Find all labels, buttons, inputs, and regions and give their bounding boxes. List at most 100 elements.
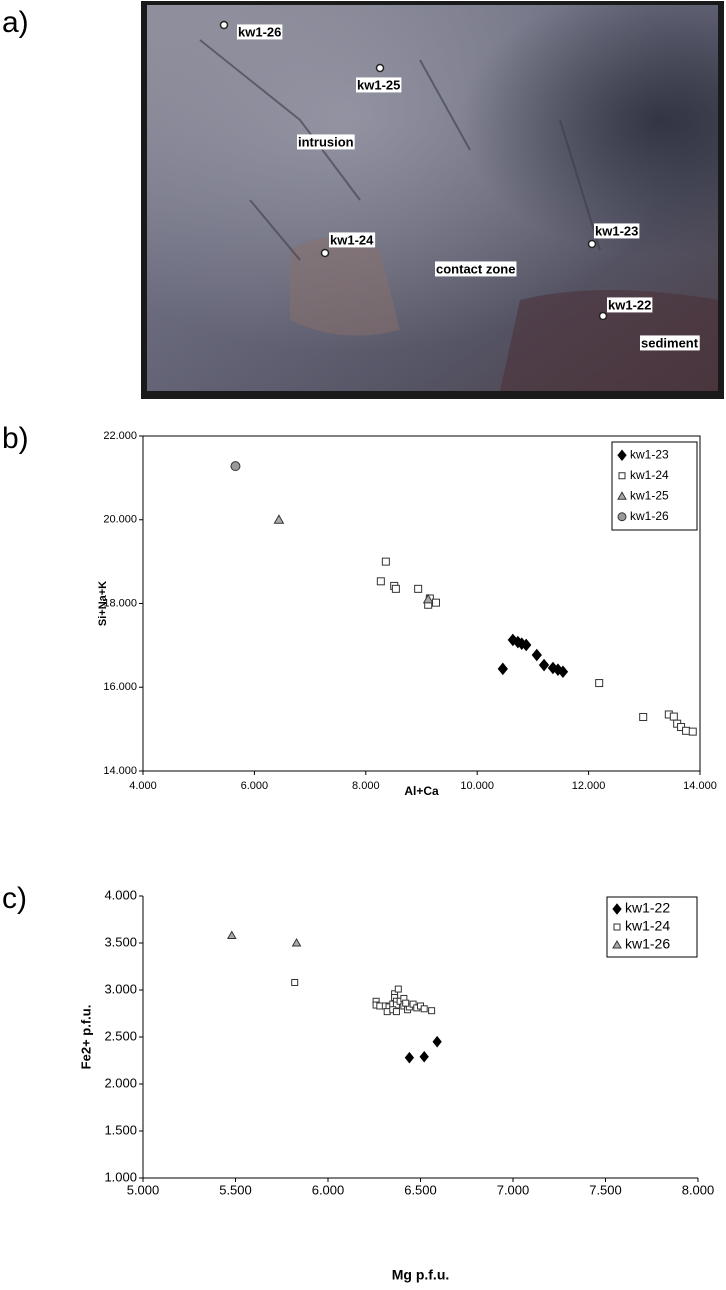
marker-diamond — [521, 638, 532, 652]
legend-label: kw1-22 — [625, 900, 670, 916]
x-tick-label: 12.000 — [572, 780, 606, 792]
marker-square — [402, 999, 410, 1007]
y-tick-label: 3.000 — [104, 981, 137, 996]
label-background — [435, 261, 517, 277]
marker-square — [428, 1007, 436, 1015]
legend-label: kw1-25 — [630, 488, 669, 502]
legend-marker — [613, 923, 621, 931]
y-tick-label: 1.500 — [104, 1122, 137, 1137]
marker-triangle — [422, 593, 434, 604]
x-tick-label: 6.000 — [241, 780, 269, 792]
x-tick-label: 14.000 — [683, 780, 717, 792]
legend-marker — [617, 449, 627, 462]
marker-square — [639, 712, 648, 721]
marker-square — [376, 577, 385, 586]
x-tick-label: 5.500 — [219, 1182, 252, 1197]
x-axis-label: Al+Ca — [404, 784, 439, 798]
photo-label: kw1-25 — [357, 77, 400, 92]
y-axis-label: Si+Na+K — [97, 581, 109, 626]
label-background — [356, 77, 402, 93]
cracks — [199, 39, 601, 261]
marker-square — [688, 727, 697, 736]
x-tick-label: 5.000 — [127, 1182, 160, 1197]
x-tick-label: 6.000 — [312, 1182, 345, 1197]
legend-marker — [612, 939, 622, 949]
panel-label: a) — [2, 6, 29, 39]
marker-square — [381, 557, 390, 566]
label-background — [329, 232, 376, 248]
marker-diamond — [432, 1035, 442, 1048]
marker-triangle — [273, 514, 285, 524]
label-background — [640, 335, 700, 351]
marker-diamond — [404, 1051, 415, 1064]
legend: kw1-22 kw1-24 kw1-26 — [606, 896, 698, 958]
marker-square — [595, 679, 604, 688]
reddish-patch — [290, 237, 400, 336]
photo-label: contact zone — [436, 261, 515, 276]
y-tick-label: 4.000 — [104, 887, 137, 902]
marker-square — [669, 712, 678, 721]
sediment-area — [500, 290, 718, 391]
x-tick-label: 7.500 — [589, 1182, 622, 1197]
photo-label: kw1-26 — [238, 24, 281, 39]
marker-triangle — [226, 930, 237, 939]
marker-square — [420, 1005, 428, 1013]
y-tick-label: 1.000 — [104, 1169, 137, 1184]
label-background — [607, 297, 653, 313]
marker-circle — [230, 461, 241, 472]
legend-box — [606, 896, 698, 958]
marker-diamond — [538, 658, 550, 672]
marker-diamond — [419, 1050, 429, 1063]
y-tick-label: 3.500 — [104, 934, 137, 949]
marker-square — [392, 1008, 400, 1016]
legend-label: kw1-24 — [625, 918, 670, 934]
marker-square — [409, 1000, 417, 1008]
photo-label: kw1-23 — [595, 223, 638, 238]
photo-label: sediment — [641, 335, 699, 350]
x-tick-label: 7.000 — [497, 1182, 530, 1197]
marker-square — [291, 978, 299, 986]
label-background — [297, 134, 355, 150]
marker-diamond — [531, 648, 542, 662]
panel-label: c) — [2, 882, 27, 915]
x-axis-label: Mg p.f.u. — [392, 1267, 450, 1283]
panel-label: b) — [2, 422, 29, 455]
x-tick-label: 8.000 — [352, 780, 380, 792]
x-tick-label: 6.500 — [404, 1182, 437, 1197]
y-tick-label: 14.000 — [103, 765, 137, 777]
label-background — [237, 24, 283, 40]
legend-marker — [612, 903, 622, 915]
photo-label: kw1-24 — [330, 232, 374, 247]
legend-marker — [618, 472, 626, 480]
legend: kw1-23 kw1-24 kw1-25 kw1-26 — [611, 441, 698, 531]
sample-point — [375, 63, 385, 73]
marker-triangle — [291, 937, 302, 947]
y-tick-label: 18.000 — [103, 597, 137, 609]
sample-point — [598, 311, 608, 321]
photo-label: kw1-22 — [608, 297, 651, 312]
marker-square — [414, 584, 423, 593]
sample-point — [587, 239, 597, 249]
photo-label: intrusion — [298, 134, 354, 149]
y-tick-label: 20.000 — [103, 514, 137, 526]
marker-square — [394, 985, 402, 993]
x-tick-label: 8.000 — [682, 1182, 715, 1197]
y-tick-label: 22.000 — [103, 430, 137, 442]
x-tick-label: 10.000 — [460, 780, 494, 792]
legend-label: kw1-24 — [630, 468, 669, 482]
sample-point — [219, 20, 229, 30]
y-tick-label: 2.000 — [104, 1075, 137, 1090]
x-tick-label: 4.000 — [129, 780, 157, 792]
marker-diamond — [497, 662, 508, 676]
sample-point — [320, 248, 330, 258]
photo — [141, 1, 724, 399]
marker-square — [431, 598, 440, 607]
y-tick-label: 2.500 — [104, 1028, 137, 1043]
marker-diamond — [557, 665, 569, 679]
label-background — [594, 223, 640, 239]
legend-label: kw1-23 — [630, 447, 669, 461]
marker-square — [391, 584, 400, 593]
y-tick-label: 16.000 — [103, 681, 137, 693]
